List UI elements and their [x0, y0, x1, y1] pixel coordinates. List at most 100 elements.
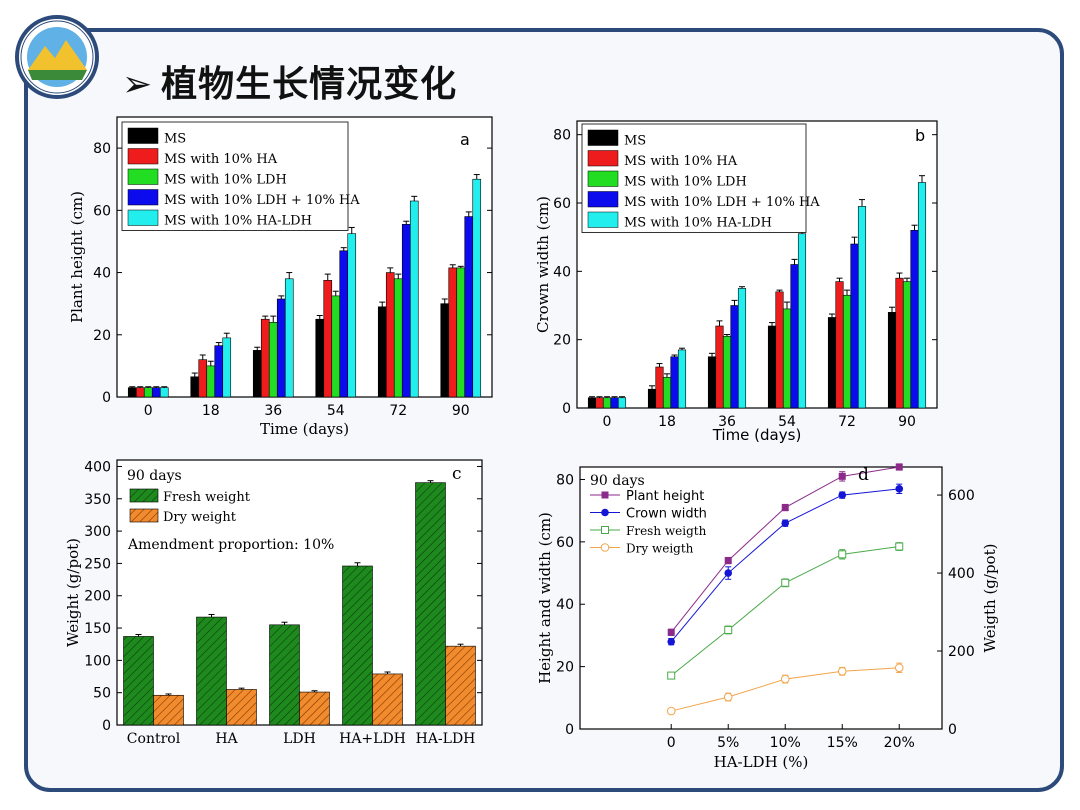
bar-dry-weight	[299, 691, 330, 726]
y-tick-label: 150	[84, 621, 111, 637]
legend-swatch	[587, 150, 619, 167]
legend-label: MS	[164, 132, 186, 147]
y-tick-label: 20	[553, 333, 571, 349]
bar-ms-with-10-ha-ldh	[857, 206, 867, 409]
bar-ms-with-10-ha-ldh	[617, 397, 627, 409]
bar-ms-with-10-ha-ldh	[409, 200, 419, 398]
y-axis-label: Height and width (cm)	[536, 512, 554, 684]
x-tick-label: 36	[718, 414, 736, 430]
legend-swatch	[129, 488, 159, 503]
panel-label: c	[452, 464, 462, 484]
y-tick-label: 60	[553, 196, 571, 212]
bar-ms-with-10-ha	[323, 280, 333, 398]
point-dry-weigth	[723, 692, 733, 702]
bar-ms-with-10-ldh	[268, 322, 278, 398]
legend-label: MS	[624, 134, 646, 149]
chart-c-weight: 0 50 100 150 200 250 300 350 400 Control HA LDH HA+L…	[64, 459, 483, 747]
bar-ms-with-10-ha	[775, 291, 784, 409]
legend-label: MS with 10% LDH	[624, 175, 747, 190]
y-tick-label: 80	[553, 128, 571, 144]
annotation-text: Amendment proportion: 10%	[127, 537, 334, 553]
legend-label: MS with 10% HA-LDH	[164, 214, 312, 229]
bar-ms-with-10-ldh-10-ha	[276, 298, 286, 398]
x-tick-label: LDH	[283, 731, 316, 747]
x-tick-label: 54	[327, 403, 345, 419]
legend-box	[581, 123, 807, 233]
x-axis-label: Time (days)	[260, 420, 349, 438]
x-axis-label: Time (days)	[712, 426, 802, 444]
y-tick-label: 50	[93, 686, 111, 702]
bar-ms-with-10-ldh	[662, 376, 672, 409]
bar-ms-with-10-ldh-10-ha	[610, 397, 619, 409]
y2-tick-label: 600	[948, 488, 975, 504]
y2-tick-label: 0	[948, 722, 957, 738]
x-tick-label: 0	[603, 414, 612, 430]
arrow-bullet-icon: ➢	[122, 64, 154, 105]
bar-ms	[315, 318, 325, 398]
y-tick-label: 60	[556, 535, 574, 551]
point-fresh-weigth	[895, 542, 904, 551]
x-tick-label: 0	[144, 403, 153, 419]
point-dry-weigth	[780, 674, 790, 684]
y-tick-label: 200	[84, 589, 111, 605]
bar-ms-with-10-ldh	[722, 335, 732, 409]
x-tick-label: 18	[202, 403, 220, 419]
bar-ms-with-10-ha-ldh	[677, 349, 687, 409]
bar-ms-with-10-ha-ldh	[284, 278, 294, 398]
y-tick-label: 100	[84, 653, 111, 669]
bar-ms-with-10-ldh-10-ha	[850, 243, 859, 409]
point-crown-width	[895, 485, 904, 493]
bar-ms-with-10-ha	[655, 366, 664, 409]
y-tick-label: 80	[93, 141, 111, 157]
legend-swatch	[127, 189, 159, 206]
bar-ms-with-10-ha	[385, 272, 395, 398]
panel-label: a	[460, 130, 470, 149]
slide-title: ➢ 植物生长情况变化	[122, 55, 457, 107]
bar-dry-weight	[153, 694, 184, 726]
legend-label: Fresh weigth	[626, 524, 707, 538]
x-tick-label: HA	[215, 731, 238, 747]
y-tick-label: 300	[84, 524, 111, 540]
x-tick-label: 72	[838, 414, 856, 430]
x-tick-label: 90	[452, 403, 470, 419]
bar-ms	[377, 306, 387, 398]
bar-fresh-weight	[123, 636, 154, 726]
bar-ms	[827, 317, 837, 409]
point-crown-width	[724, 569, 733, 577]
bar-ms-with-10-ldh-10-ha	[339, 250, 349, 398]
x-tick-label: HA-LDH	[416, 731, 476, 747]
bar-ms-with-10-ldh-10-ha	[670, 356, 679, 409]
point-dry-weigth	[894, 663, 904, 673]
bar-ms	[587, 397, 597, 409]
plot-area	[579, 466, 943, 730]
bar-ms-with-10-ldh	[206, 365, 216, 398]
chart-d-ha-ldh: 0 20 40 60 80 0 200 400 600 0 5% 10% 15% 20% 90 daysPl…	[536, 463, 999, 771]
bar-ms-with-10-ha-ldh	[737, 288, 747, 409]
panel-label: b	[915, 126, 925, 145]
bar-ms-with-10-ha-ldh	[797, 233, 807, 409]
bar-ms-with-10-ha	[715, 325, 724, 409]
x-tick-label: 36	[264, 403, 282, 419]
legend-box	[121, 121, 349, 231]
y-tick-label: 0	[102, 718, 111, 734]
y-tick-label: 40	[93, 266, 111, 282]
bar-ms-with-10-ldh	[782, 308, 792, 409]
chart-subtitle: 90 days	[590, 473, 645, 489]
bar-fresh-weight	[415, 482, 446, 726]
point-crown-width	[781, 519, 790, 527]
bar-fresh-weight	[196, 616, 227, 726]
bar-ms-with-10-ldh	[842, 294, 852, 409]
bar-ms	[252, 350, 262, 398]
bar-ms-with-10-ldh	[143, 387, 153, 398]
bar-ms-with-10-ha	[260, 318, 270, 398]
y2-tick-label: 400	[948, 566, 975, 582]
bar-ms-with-10-ldh	[393, 278, 403, 398]
chart-a-plant-height: 0 20 40 60 80 0 18 36 54 72 90 MS MS with 10% HA MS w…	[68, 116, 493, 438]
bar-fresh-weight	[342, 565, 373, 726]
x-tick-label: 5%	[717, 735, 739, 751]
bar-ms-with-10-ha	[448, 267, 458, 398]
y-tick-label: 350	[84, 492, 111, 508]
institute-logo	[15, 15, 99, 99]
legend-label: MS with 10% HA-LDH	[624, 216, 772, 231]
point-plant-height	[895, 463, 903, 471]
